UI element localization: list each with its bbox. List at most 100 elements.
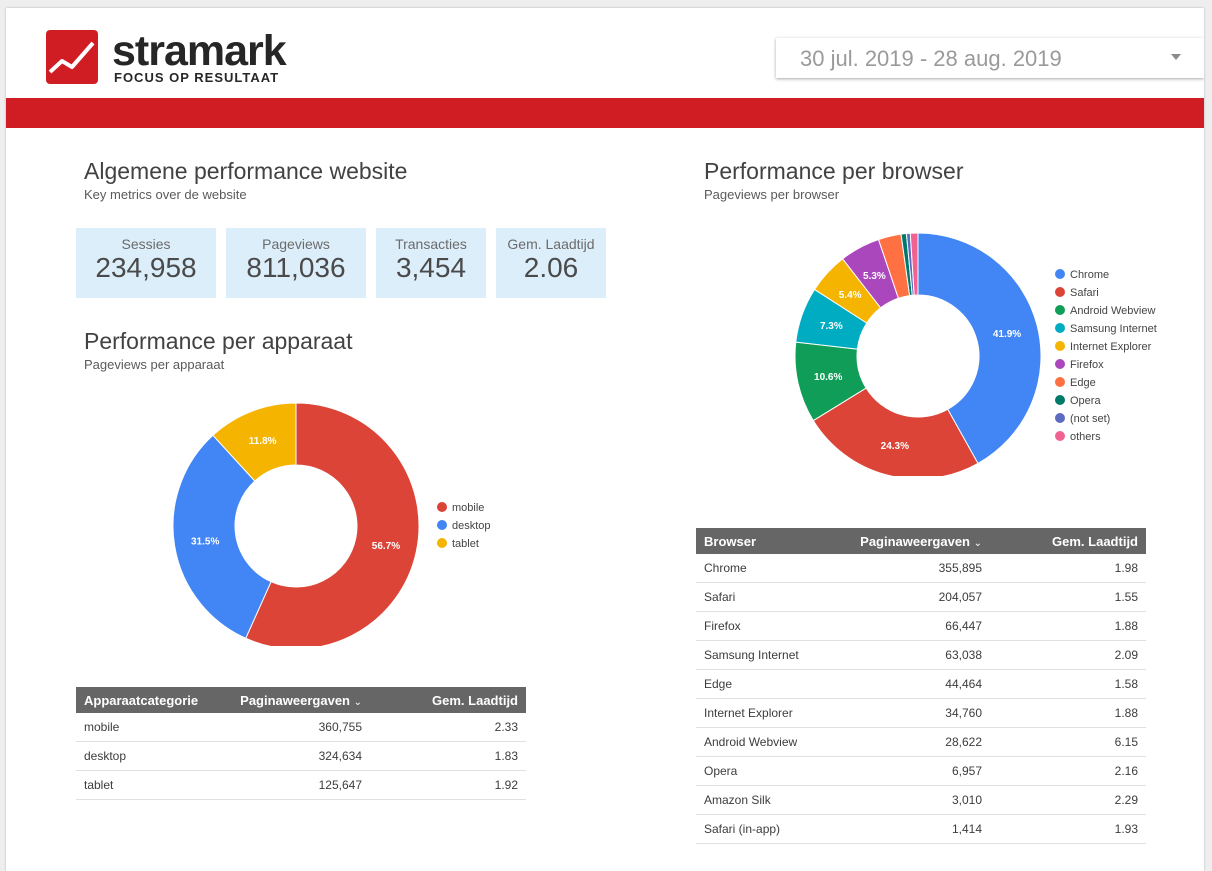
cell-pageviews: 324,634: [222, 741, 370, 771]
report-page: stramark FOCUS OP RESULTAAT 30 jul. 2019…: [6, 8, 1204, 871]
slice-label-android-webview: 10.6%: [814, 372, 842, 383]
cell-load-time: 6.15: [990, 727, 1146, 757]
overview-subtitle: Key metrics over de website: [84, 187, 247, 202]
table-row: Samsung Internet 63,038 2.09: [696, 640, 1146, 670]
legend-label-desktop[interactable]: desktop: [452, 520, 491, 532]
legend-label-not-set[interactable]: (not set): [1070, 413, 1110, 425]
legend-label-others[interactable]: others: [1070, 431, 1101, 443]
column-header-paginaweergaven[interactable]: Paginaweergaven ⌄: [222, 687, 370, 713]
legend-swatch-not-set: [1055, 413, 1065, 423]
browser-donut-chart: 41.9% 24.3% 10.6% 7.3% 5.4%5.3% Chrome Safari A…: [794, 232, 1157, 476]
browser-title: Performance per browser: [704, 158, 964, 184]
cell-load-time: 2.16: [990, 756, 1146, 786]
legend-swatch-desktop: [437, 520, 447, 530]
cell-pageviews: 63,038: [842, 640, 990, 670]
column-header-paginaweergaven[interactable]: Paginaweergaven ⌄: [842, 528, 990, 554]
kpi-value: 3,454: [395, 252, 467, 283]
column-header-gem-laadtijd[interactable]: Gem. Laadtijd: [990, 528, 1146, 554]
column-header-browser[interactable]: Browser: [696, 528, 842, 554]
legend-label-mobile[interactable]: mobile: [452, 502, 484, 514]
sort-descending-icon: ⌄: [353, 696, 362, 708]
cell-browser: Safari (in-app): [696, 814, 842, 844]
slice-label-firefox: 5.3%: [863, 271, 886, 282]
cell-load-time: 1.92: [370, 770, 526, 800]
header-red-bar: [6, 98, 1204, 128]
device-subtitle: Pageviews per apparaat: [84, 357, 225, 372]
slice-desktop[interactable]: [172, 434, 272, 639]
cell-load-time: 2.29: [990, 785, 1146, 815]
slice-tablet[interactable]: [212, 402, 297, 482]
slice-label-safari: 24.3%: [881, 441, 909, 452]
overview-title: Algemene performance website: [84, 158, 408, 184]
table-row: tablet 125,647 1.92: [76, 770, 526, 800]
legend-label-android-webview[interactable]: Android Webview: [1070, 305, 1155, 317]
cell-load-time: 1.55: [990, 582, 1146, 612]
legend-swatch-android-webview: [1055, 305, 1065, 315]
date-range-value: 30 jul. 2019 - 28 aug. 2019: [800, 46, 1062, 71]
legend-label-samsung-internet[interactable]: Samsung Internet: [1070, 323, 1157, 335]
table-row: Safari (in-app) 1,414 1.93: [696, 814, 1146, 844]
table-row: Safari 204,057 1.55: [696, 582, 1146, 612]
legend-swatch-mobile: [437, 502, 447, 512]
legend-label-safari[interactable]: Safari: [1070, 287, 1099, 299]
kpi-label: Gem. Laadtijd: [507, 236, 595, 252]
cell-load-time: 1.98: [990, 554, 1146, 583]
table-row: Android Webview 28,622 6.15: [696, 727, 1146, 757]
cell-device: mobile: [76, 713, 222, 742]
cell-pageviews: 355,895: [842, 554, 990, 583]
cell-load-time: 1.88: [990, 611, 1146, 641]
legend-label-chrome[interactable]: Chrome: [1070, 269, 1109, 281]
legend-swatch-internet-explorer: [1055, 341, 1065, 351]
legend-label-opera[interactable]: Opera: [1070, 395, 1101, 407]
kpi-card-pageviews: Pageviews 811,036: [226, 228, 366, 298]
cell-device: tablet: [76, 770, 222, 800]
kpi-card-gem-laadtijd: Gem. Laadtijd 2.06: [496, 228, 606, 298]
legend-label-internet-explorer[interactable]: Internet Explorer: [1070, 341, 1152, 353]
legend-label-edge[interactable]: Edge: [1070, 377, 1096, 389]
legend-swatch-samsung-internet: [1055, 323, 1065, 333]
cell-pageviews: 28,622: [842, 727, 990, 757]
kpi-card-transacties: Transacties 3,454: [376, 228, 486, 298]
slice-others[interactable]: [909, 232, 919, 296]
legend-label-tablet[interactable]: tablet: [452, 538, 479, 550]
cell-pageviews: 34,760: [842, 698, 990, 728]
slice-mobile[interactable]: [245, 402, 420, 646]
slice-safari[interactable]: [812, 387, 979, 476]
slice-chrome[interactable]: [917, 232, 1042, 465]
kpi-value: 234,958: [95, 252, 197, 283]
dropdown-arrow-icon: [1171, 54, 1181, 60]
logo-tagline: FOCUS OP RESULTAAT: [114, 70, 280, 85]
cell-pageviews: 125,647: [222, 770, 370, 800]
table-row: Opera 6,957 2.16: [696, 756, 1146, 786]
cell-load-time: 2.09: [990, 640, 1146, 670]
column-header-gem-laadtijd[interactable]: Gem. Laadtijd: [370, 687, 526, 713]
slice-label-desktop: 31.5%: [191, 537, 219, 548]
cell-load-time: 2.33: [370, 713, 526, 742]
cell-browser: Samsung Internet: [696, 640, 842, 670]
kpi-label: Transacties: [395, 236, 467, 252]
date-range-picker[interactable]: 30 jul. 2019 - 28 aug. 2019: [776, 38, 1204, 78]
legend-swatch-safari: [1055, 287, 1065, 297]
cell-pageviews: 3,010: [842, 785, 990, 815]
cell-device: desktop: [76, 741, 222, 771]
legend-label-firefox[interactable]: Firefox: [1070, 359, 1104, 371]
stramark-logo: stramark FOCUS OP RESULTAAT: [46, 27, 316, 88]
cell-browser: Chrome: [696, 554, 842, 583]
table-row: Chrome 355,895 1.98: [696, 554, 1146, 583]
legend-swatch-chrome: [1055, 269, 1065, 279]
kpi-value: 2.06: [523, 252, 579, 283]
table-row: Edge 44,464 1.58: [696, 669, 1146, 699]
logo-wordmark: stramark: [112, 27, 287, 75]
table-row: desktop 324,634 1.83: [76, 741, 526, 771]
logo-mark-icon: [46, 30, 98, 84]
column-header-apparaatcategorie[interactable]: Apparaatcategorie: [76, 687, 222, 713]
cell-pageviews: 1,414: [842, 814, 990, 844]
column-header-label: Paginaweergaven: [240, 692, 350, 708]
cell-pageviews: 66,447: [842, 611, 990, 641]
slice-label-tablet: 11.8%: [249, 436, 277, 447]
table-row: mobile 360,755 2.33: [76, 713, 526, 742]
cell-pageviews: 360,755: [222, 713, 370, 742]
device-title: Performance per apparaat: [84, 328, 353, 354]
sort-descending-icon: ⌄: [973, 537, 982, 549]
cell-pageviews: 204,057: [842, 582, 990, 612]
